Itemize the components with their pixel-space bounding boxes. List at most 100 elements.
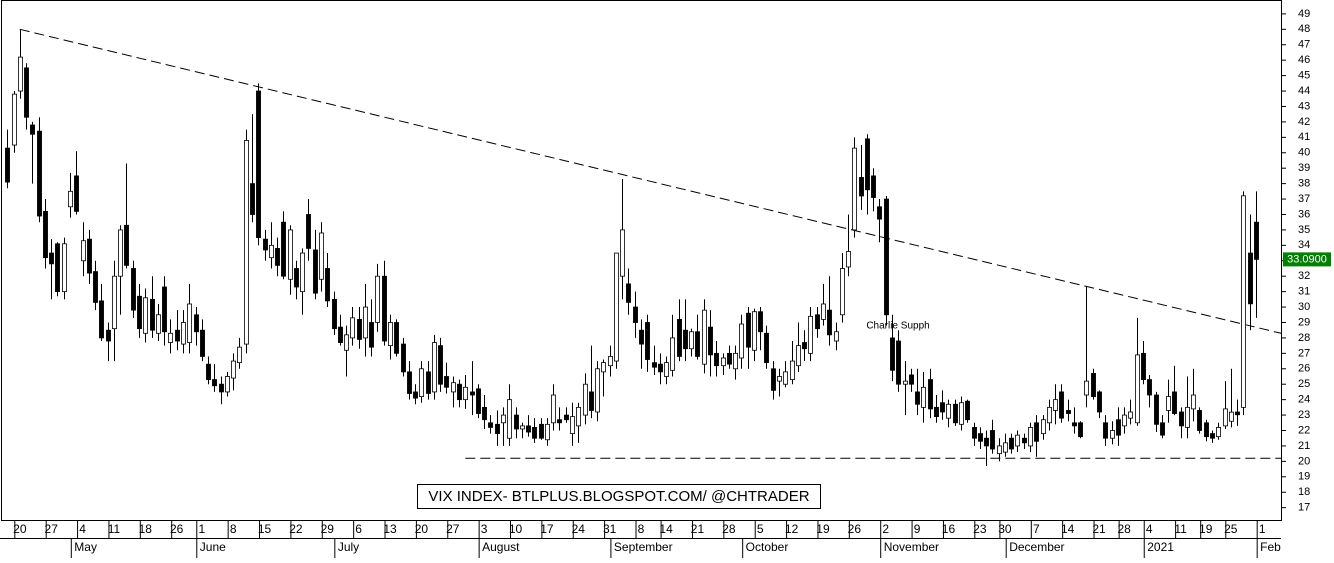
x-tick-label: 26 xyxy=(848,522,862,536)
candle-body xyxy=(1210,433,1215,439)
y-tick-label: 39 xyxy=(1298,162,1310,174)
candle-body xyxy=(118,229,123,277)
candle-body xyxy=(620,229,625,277)
candle-body xyxy=(752,311,757,351)
candle-body xyxy=(972,427,977,439)
x-tick-label: 14 xyxy=(659,522,673,536)
candle-body xyxy=(990,430,995,450)
candle-body xyxy=(162,286,167,333)
candle-body xyxy=(62,243,67,293)
candle-body xyxy=(896,340,901,385)
candle-body xyxy=(871,175,876,198)
x-tick-label: 31 xyxy=(603,522,617,536)
candle-body xyxy=(87,238,92,274)
month-tick-label: July xyxy=(338,540,359,554)
title-box xyxy=(417,484,821,509)
candle-body xyxy=(1022,437,1027,444)
y-tick-label: 20 xyxy=(1298,455,1310,467)
x-tick-label: 21 xyxy=(691,522,705,536)
candle-body xyxy=(1191,394,1196,410)
month-tick-label: May xyxy=(74,540,97,554)
candle-body xyxy=(99,300,104,339)
candle-body xyxy=(1223,408,1228,427)
candle-body xyxy=(244,140,249,345)
candle-body xyxy=(545,423,550,441)
candle-body xyxy=(137,295,142,330)
month-tick-label: November xyxy=(884,540,939,554)
y-tick-label: 21 xyxy=(1298,440,1310,452)
x-tick-label: 26 xyxy=(170,522,184,536)
y-tick-label: 49 xyxy=(1298,8,1310,20)
month-tick-label: June xyxy=(200,540,226,554)
candle-body xyxy=(946,403,951,419)
candle-body xyxy=(1197,410,1202,431)
x-tick-label: 5 xyxy=(757,522,764,536)
y-tick-label: 24 xyxy=(1298,394,1310,406)
candle-body xyxy=(959,402,964,425)
candle-body xyxy=(815,314,820,330)
candle-body xyxy=(476,388,481,414)
y-tick-label: 36 xyxy=(1298,208,1310,220)
candle-body xyxy=(275,248,280,266)
candle-body xyxy=(608,356,613,367)
chart-title: VIX INDEX- BTLPLUS.BLOGSPOT.COM/ @CHTRAD… xyxy=(428,488,809,505)
y-tick-label: 29 xyxy=(1298,316,1310,328)
x-tick-label: 20 xyxy=(415,522,429,536)
candle-body xyxy=(1166,396,1171,411)
candle-body xyxy=(181,322,186,345)
candle-body xyxy=(890,337,895,371)
candle-body xyxy=(514,414,519,430)
candle-body xyxy=(112,275,117,330)
candle-body xyxy=(978,433,983,442)
candle-body xyxy=(1128,411,1133,419)
candle-body xyxy=(256,90,261,239)
candle-body xyxy=(965,400,970,421)
x-tick-label: 11 xyxy=(1174,522,1187,536)
candle-body xyxy=(1103,422,1108,439)
candle-body xyxy=(802,342,807,350)
x-tick-label: 1 xyxy=(1259,522,1266,536)
candle-body xyxy=(539,423,544,439)
candle-body xyxy=(124,224,129,266)
candle-body xyxy=(43,210,48,259)
candle-body xyxy=(658,363,663,373)
candle-body xyxy=(325,268,330,302)
candle-body xyxy=(344,334,349,351)
candle-body xyxy=(764,332,769,364)
candle-body xyxy=(1241,195,1246,408)
candle-body xyxy=(219,383,224,393)
candle-body xyxy=(928,379,933,410)
candle-body xyxy=(106,329,111,342)
candle-body xyxy=(237,346,242,364)
candle-body xyxy=(150,298,155,331)
candle-body xyxy=(156,314,161,334)
candle-body xyxy=(614,252,619,362)
candle-body xyxy=(721,357,726,367)
candle-body xyxy=(915,391,920,405)
candle-body xyxy=(727,352,732,365)
x-tick-label: 27 xyxy=(446,522,460,536)
candle-body xyxy=(300,252,305,293)
month-tick-label: September xyxy=(614,540,673,554)
candle-body xyxy=(1116,419,1121,436)
candle-body xyxy=(18,56,23,92)
y-tick-label: 43 xyxy=(1298,100,1310,112)
candle-body xyxy=(143,297,148,334)
candle-body xyxy=(482,406,487,421)
annotation: Charlie Supph xyxy=(866,321,929,332)
y-tick-label: 18 xyxy=(1298,486,1310,498)
month-tick-label: December xyxy=(1009,540,1064,554)
x-tick-label: 10 xyxy=(509,522,523,536)
candle-body xyxy=(557,419,562,424)
y-tick-label: 27 xyxy=(1298,347,1310,359)
candle-body xyxy=(55,243,60,293)
candle-body xyxy=(852,147,857,231)
candle-body xyxy=(369,322,374,348)
x-tick-label: 29 xyxy=(321,522,335,536)
x-tick-label: 12 xyxy=(785,522,799,536)
candle-body xyxy=(670,337,675,371)
candle-body xyxy=(664,362,669,377)
y-tick-label: 45 xyxy=(1298,70,1310,82)
trend-line xyxy=(19,28,1282,334)
candle-body xyxy=(419,368,424,397)
